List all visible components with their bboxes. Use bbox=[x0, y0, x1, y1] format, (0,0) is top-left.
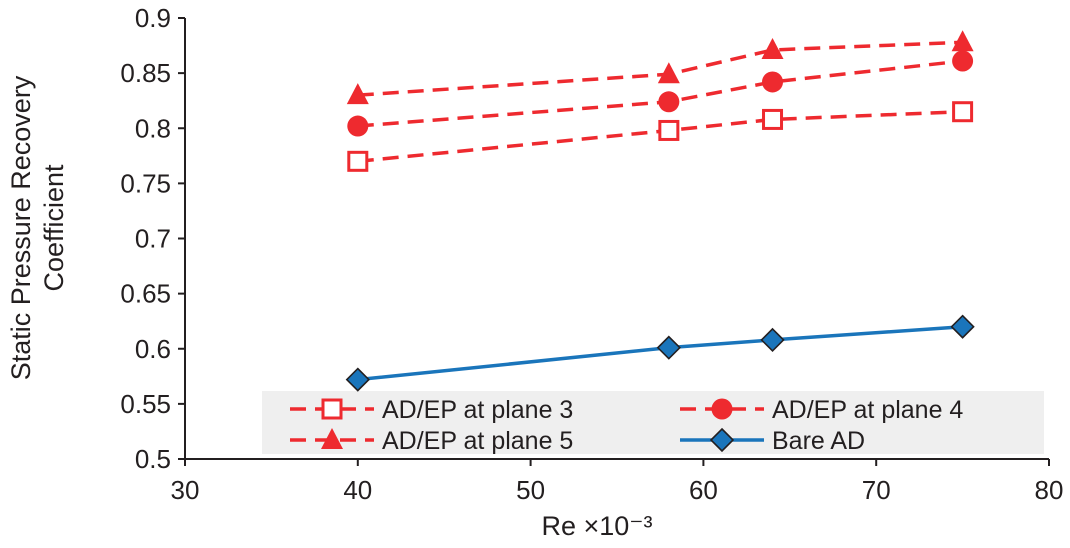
x-tick-label: 40 bbox=[343, 475, 372, 505]
series-line bbox=[357, 109, 963, 164]
data-point bbox=[951, 30, 974, 52]
y-tick-label: 0.55 bbox=[120, 389, 171, 419]
legend-label: AD/EP at plane 3 bbox=[382, 396, 573, 424]
legend-entry: AD/EP at plane 4 bbox=[680, 396, 963, 424]
data-series bbox=[345, 30, 975, 392]
legend-marker bbox=[711, 398, 733, 420]
data-point bbox=[657, 62, 680, 84]
y-axis-title: Static Pressure Recovery Coefficient bbox=[6, 75, 69, 380]
y-tick-label: 0.65 bbox=[120, 279, 171, 309]
data-point bbox=[347, 115, 369, 137]
tick-labels: 0.5 0.55 0.6 0.65 0.7 0.75 0.8 0.85 0.9 30 40 50 60 7… bbox=[120, 3, 1063, 505]
y-tick-label: 0.6 bbox=[135, 334, 171, 364]
legend-label: AD/EP at plane 5 bbox=[382, 427, 573, 455]
data-point bbox=[761, 37, 784, 59]
x-tick-label: 80 bbox=[1035, 475, 1064, 505]
series-bare-ad bbox=[345, 314, 975, 392]
x-tick-label: 70 bbox=[862, 475, 891, 505]
data-point bbox=[762, 71, 784, 93]
legend-background bbox=[262, 391, 1044, 454]
y-tick-label: 0.75 bbox=[120, 168, 171, 198]
series-line bbox=[357, 59, 963, 128]
data-point bbox=[952, 50, 974, 72]
data-point bbox=[346, 83, 369, 105]
data-point bbox=[952, 101, 974, 123]
y-axis-title-line-2: Coefficient bbox=[39, 164, 69, 292]
data-point bbox=[656, 335, 681, 360]
legend-marker bbox=[709, 427, 735, 453]
y-tick-label: 0.85 bbox=[120, 58, 171, 88]
series-ad-ep-at-plane-3 bbox=[347, 101, 974, 172]
data-point bbox=[347, 150, 369, 172]
y-tick-label: 0.5 bbox=[135, 444, 171, 474]
legend-marker bbox=[321, 428, 343, 449]
legend: AD/EP at plane 3 AD/EP at plane 4 AD/EP at… bbox=[290, 396, 963, 455]
data-point bbox=[658, 91, 680, 113]
data-point bbox=[658, 119, 680, 141]
legend-label: AD/EP at plane 4 bbox=[772, 396, 963, 424]
y-tick-label: 0.9 bbox=[135, 3, 171, 33]
series-ad-ep-at-plane-4 bbox=[347, 50, 974, 137]
x-tick-label: 30 bbox=[171, 475, 200, 505]
data-point bbox=[762, 108, 784, 130]
legend-entry: AD/EP at plane 3 bbox=[290, 396, 573, 424]
legend-label: Bare AD bbox=[772, 427, 865, 455]
data-point bbox=[950, 314, 975, 339]
x-tick-label: 50 bbox=[516, 475, 545, 505]
data-point bbox=[760, 327, 785, 353]
y-axis-title-line-1: Static Pressure Recovery bbox=[6, 75, 36, 380]
data-point bbox=[345, 367, 370, 392]
series-line bbox=[357, 324, 963, 382]
legend-marker bbox=[321, 398, 343, 420]
x-axis-title: Re ×10⁻³ bbox=[541, 511, 652, 541]
series-ad-ep-at-plane-5 bbox=[346, 30, 974, 105]
y-tick-label: 0.7 bbox=[135, 224, 171, 254]
axes bbox=[178, 17, 1050, 466]
legend-entry: AD/EP at plane 5 bbox=[290, 427, 573, 455]
legend-entry: Bare AD bbox=[680, 427, 865, 455]
x-tick-label: 60 bbox=[689, 475, 718, 505]
legend-background-layer bbox=[262, 391, 1044, 454]
series-line bbox=[357, 40, 963, 97]
y-tick-label: 0.8 bbox=[135, 113, 171, 143]
